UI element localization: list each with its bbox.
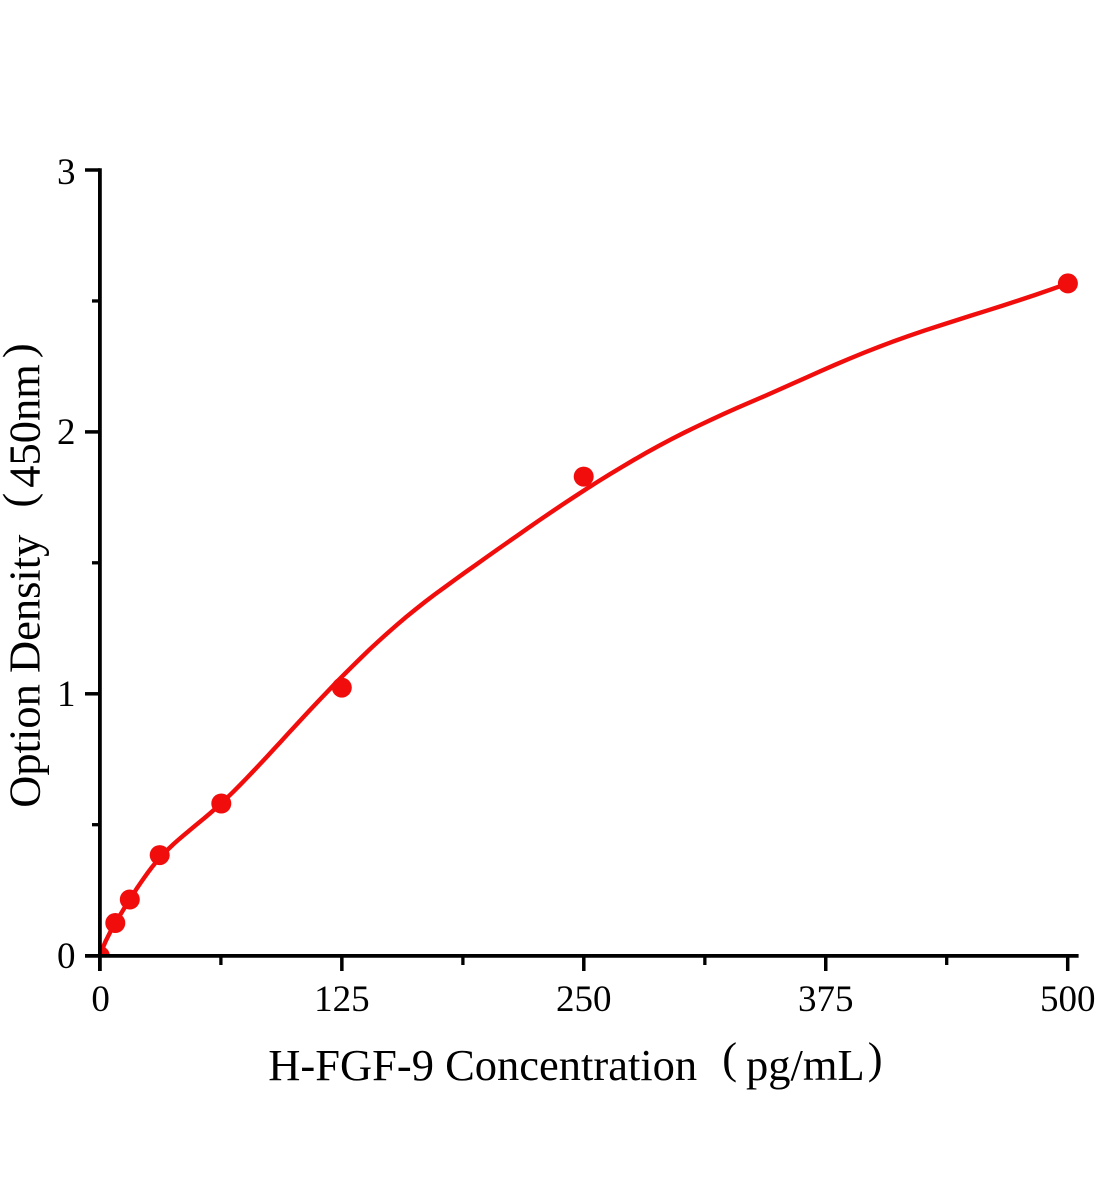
svg-text:3: 3 [57,152,76,193]
svg-text:H-FGF-9 Concentration(pg/mL): H-FGF-9 Concentration(pg/mL) [268,1033,882,1090]
svg-text:Option Density(450nm): Option Density(450nm) [0,343,50,807]
svg-text:250: 250 [556,979,612,1020]
svg-text:2: 2 [57,412,76,453]
svg-text:0: 0 [57,936,76,977]
svg-text:0: 0 [91,979,110,1020]
svg-text:1: 1 [57,674,76,715]
svg-text:500: 500 [1040,979,1096,1020]
svg-text:125: 125 [314,979,370,1020]
svg-text:375: 375 [798,979,854,1020]
